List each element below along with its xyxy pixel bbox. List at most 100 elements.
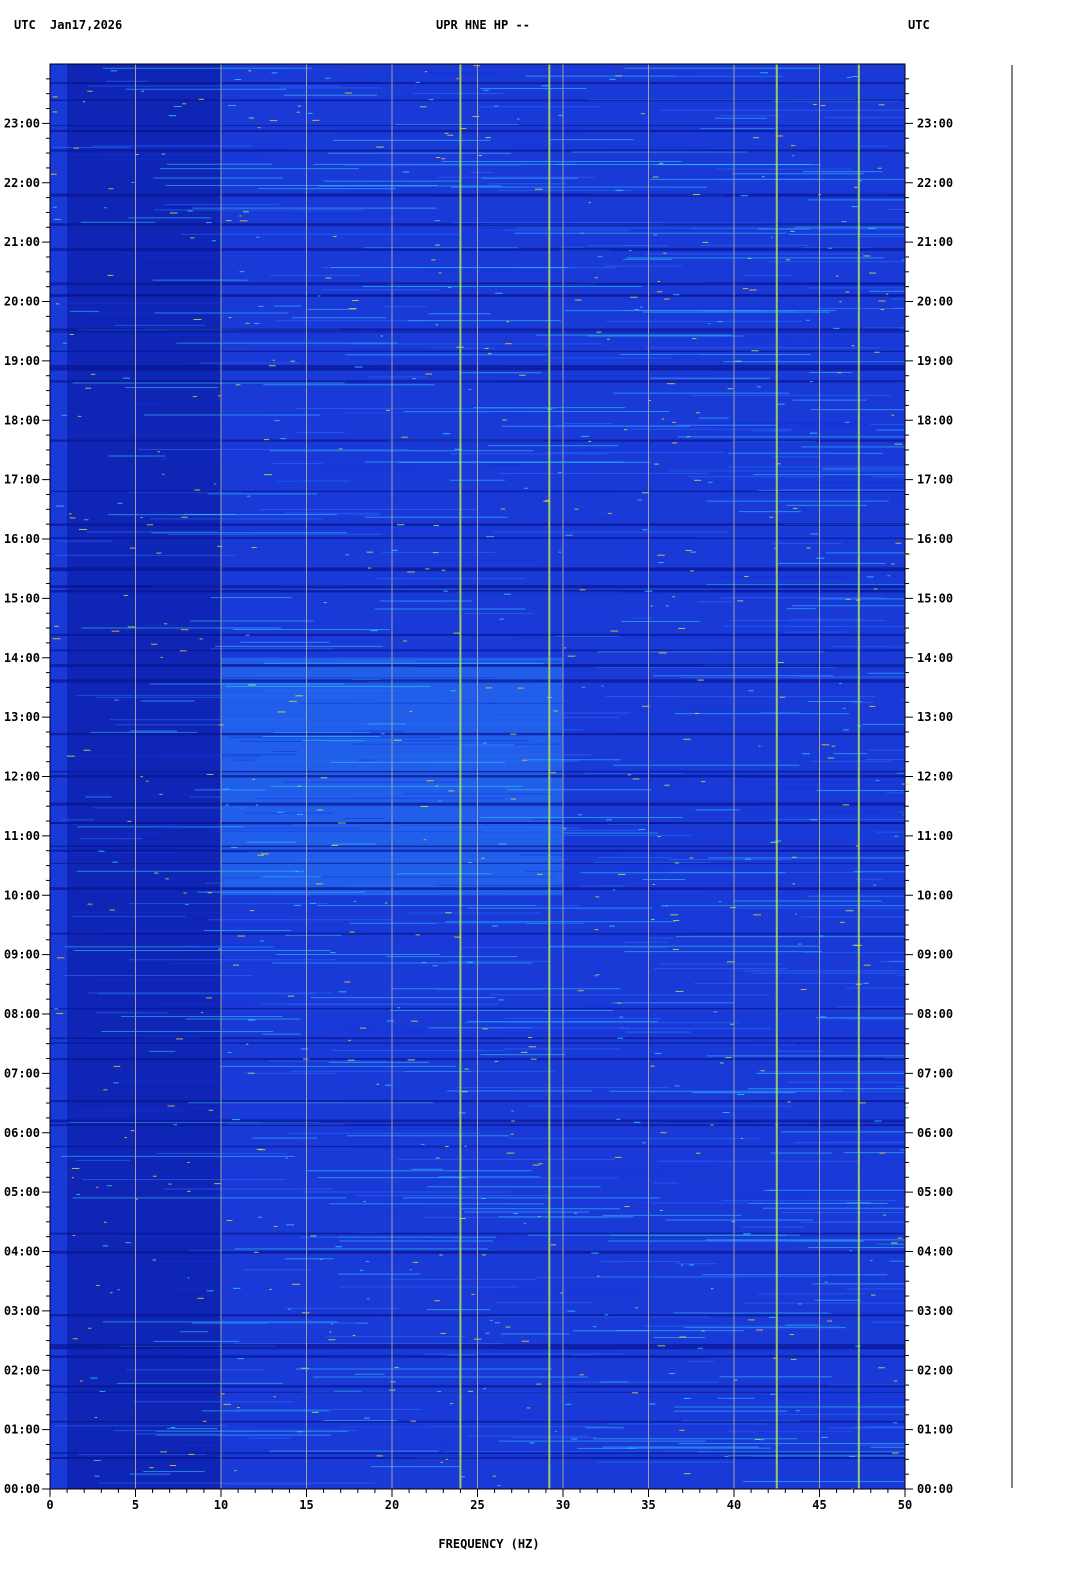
speckle [685, 549, 692, 551]
speckle [428, 99, 434, 101]
speckle [880, 309, 885, 311]
speckle [88, 1327, 92, 1329]
speckle [759, 1439, 765, 1441]
speckle [885, 293, 889, 295]
speckle [571, 1438, 578, 1440]
speckle [467, 961, 473, 963]
speckle [211, 240, 217, 242]
speckle [775, 840, 782, 842]
speckle [633, 1121, 641, 1123]
speckle [744, 575, 749, 577]
speckle [806, 547, 811, 549]
speckle [110, 1292, 113, 1294]
speckle [385, 1084, 392, 1086]
speckle [708, 481, 713, 483]
speckle [108, 188, 114, 190]
speckle [288, 700, 297, 702]
speckle [711, 1288, 714, 1290]
speckle [679, 1429, 685, 1431]
speckle [339, 448, 343, 450]
speckle [617, 1037, 624, 1039]
speckle [223, 1403, 231, 1405]
speckle [708, 323, 711, 325]
speckle [670, 914, 679, 916]
date-label: Jan17,2026 [50, 18, 123, 32]
y-tick-label-right: 05:00 [917, 1185, 953, 1199]
speckle [842, 804, 850, 806]
speckle [337, 822, 346, 824]
speckle [435, 244, 440, 246]
speckle [153, 1175, 157, 1177]
speckle [345, 554, 350, 556]
speckle [434, 1300, 440, 1302]
speckle [591, 1252, 599, 1254]
speckle [821, 744, 830, 746]
speckle [331, 844, 339, 846]
speckle [438, 272, 442, 274]
speckle [256, 1148, 263, 1150]
speckle [254, 322, 260, 324]
speckle [53, 1008, 59, 1010]
speckle [245, 322, 250, 324]
speckle [234, 1470, 237, 1472]
speckle [69, 517, 76, 519]
speckle [702, 241, 709, 243]
speckle [874, 1120, 882, 1122]
speckle [159, 793, 163, 795]
speckle [657, 836, 661, 838]
speckle [135, 1198, 138, 1200]
speckle [536, 1383, 542, 1385]
speckle [71, 1177, 74, 1179]
speckle [654, 463, 659, 465]
speckle [481, 857, 485, 859]
speckle [442, 433, 451, 435]
speckle [619, 1016, 624, 1018]
speckle [560, 1292, 563, 1294]
speckle [348, 1039, 351, 1041]
speckle [872, 884, 877, 886]
speckle [616, 1118, 621, 1120]
speckle [190, 237, 195, 239]
axes: 00:00 00:00 01:00 01:00 02:00 02:00 03:00 03:00… [4, 63, 953, 1512]
speckle [657, 281, 660, 283]
speckle [239, 220, 248, 222]
speckle [440, 1461, 443, 1463]
speckle [519, 374, 526, 376]
y-tick-label-right: 20:00 [917, 295, 953, 309]
speckle [364, 1417, 370, 1419]
speckle [187, 210, 193, 212]
speckle [468, 1390, 473, 1392]
speckle [875, 779, 880, 781]
speckle [468, 862, 472, 864]
speckle [460, 1476, 465, 1478]
speckle [731, 1220, 736, 1222]
speckle [295, 871, 298, 873]
speckle [366, 551, 373, 553]
speckle [141, 90, 144, 92]
speckle [54, 625, 59, 627]
speckle [233, 964, 240, 966]
x-tick-label: 0 [46, 1498, 53, 1512]
y-tick-label-left: 02:00 [4, 1363, 40, 1377]
y-tick-label-left: 04:00 [4, 1245, 40, 1259]
speckle [432, 965, 438, 967]
speckle [248, 1072, 255, 1074]
speckle [579, 1374, 584, 1376]
speckle [564, 647, 567, 649]
speckle [207, 892, 212, 894]
y-tick-label-left: 10:00 [4, 888, 40, 902]
speckle [485, 137, 491, 139]
speckle [260, 940, 265, 942]
speckle [315, 883, 323, 885]
speckle [666, 605, 669, 607]
speckle [588, 440, 592, 442]
speckle [407, 1059, 415, 1061]
speckle [187, 1277, 190, 1279]
speckle [183, 892, 187, 894]
speckle [792, 507, 798, 509]
speckle [491, 925, 499, 927]
y-tick-label-left: 17:00 [4, 473, 40, 487]
speckle [226, 1220, 233, 1222]
speckle [692, 193, 701, 195]
speckle [828, 247, 833, 249]
